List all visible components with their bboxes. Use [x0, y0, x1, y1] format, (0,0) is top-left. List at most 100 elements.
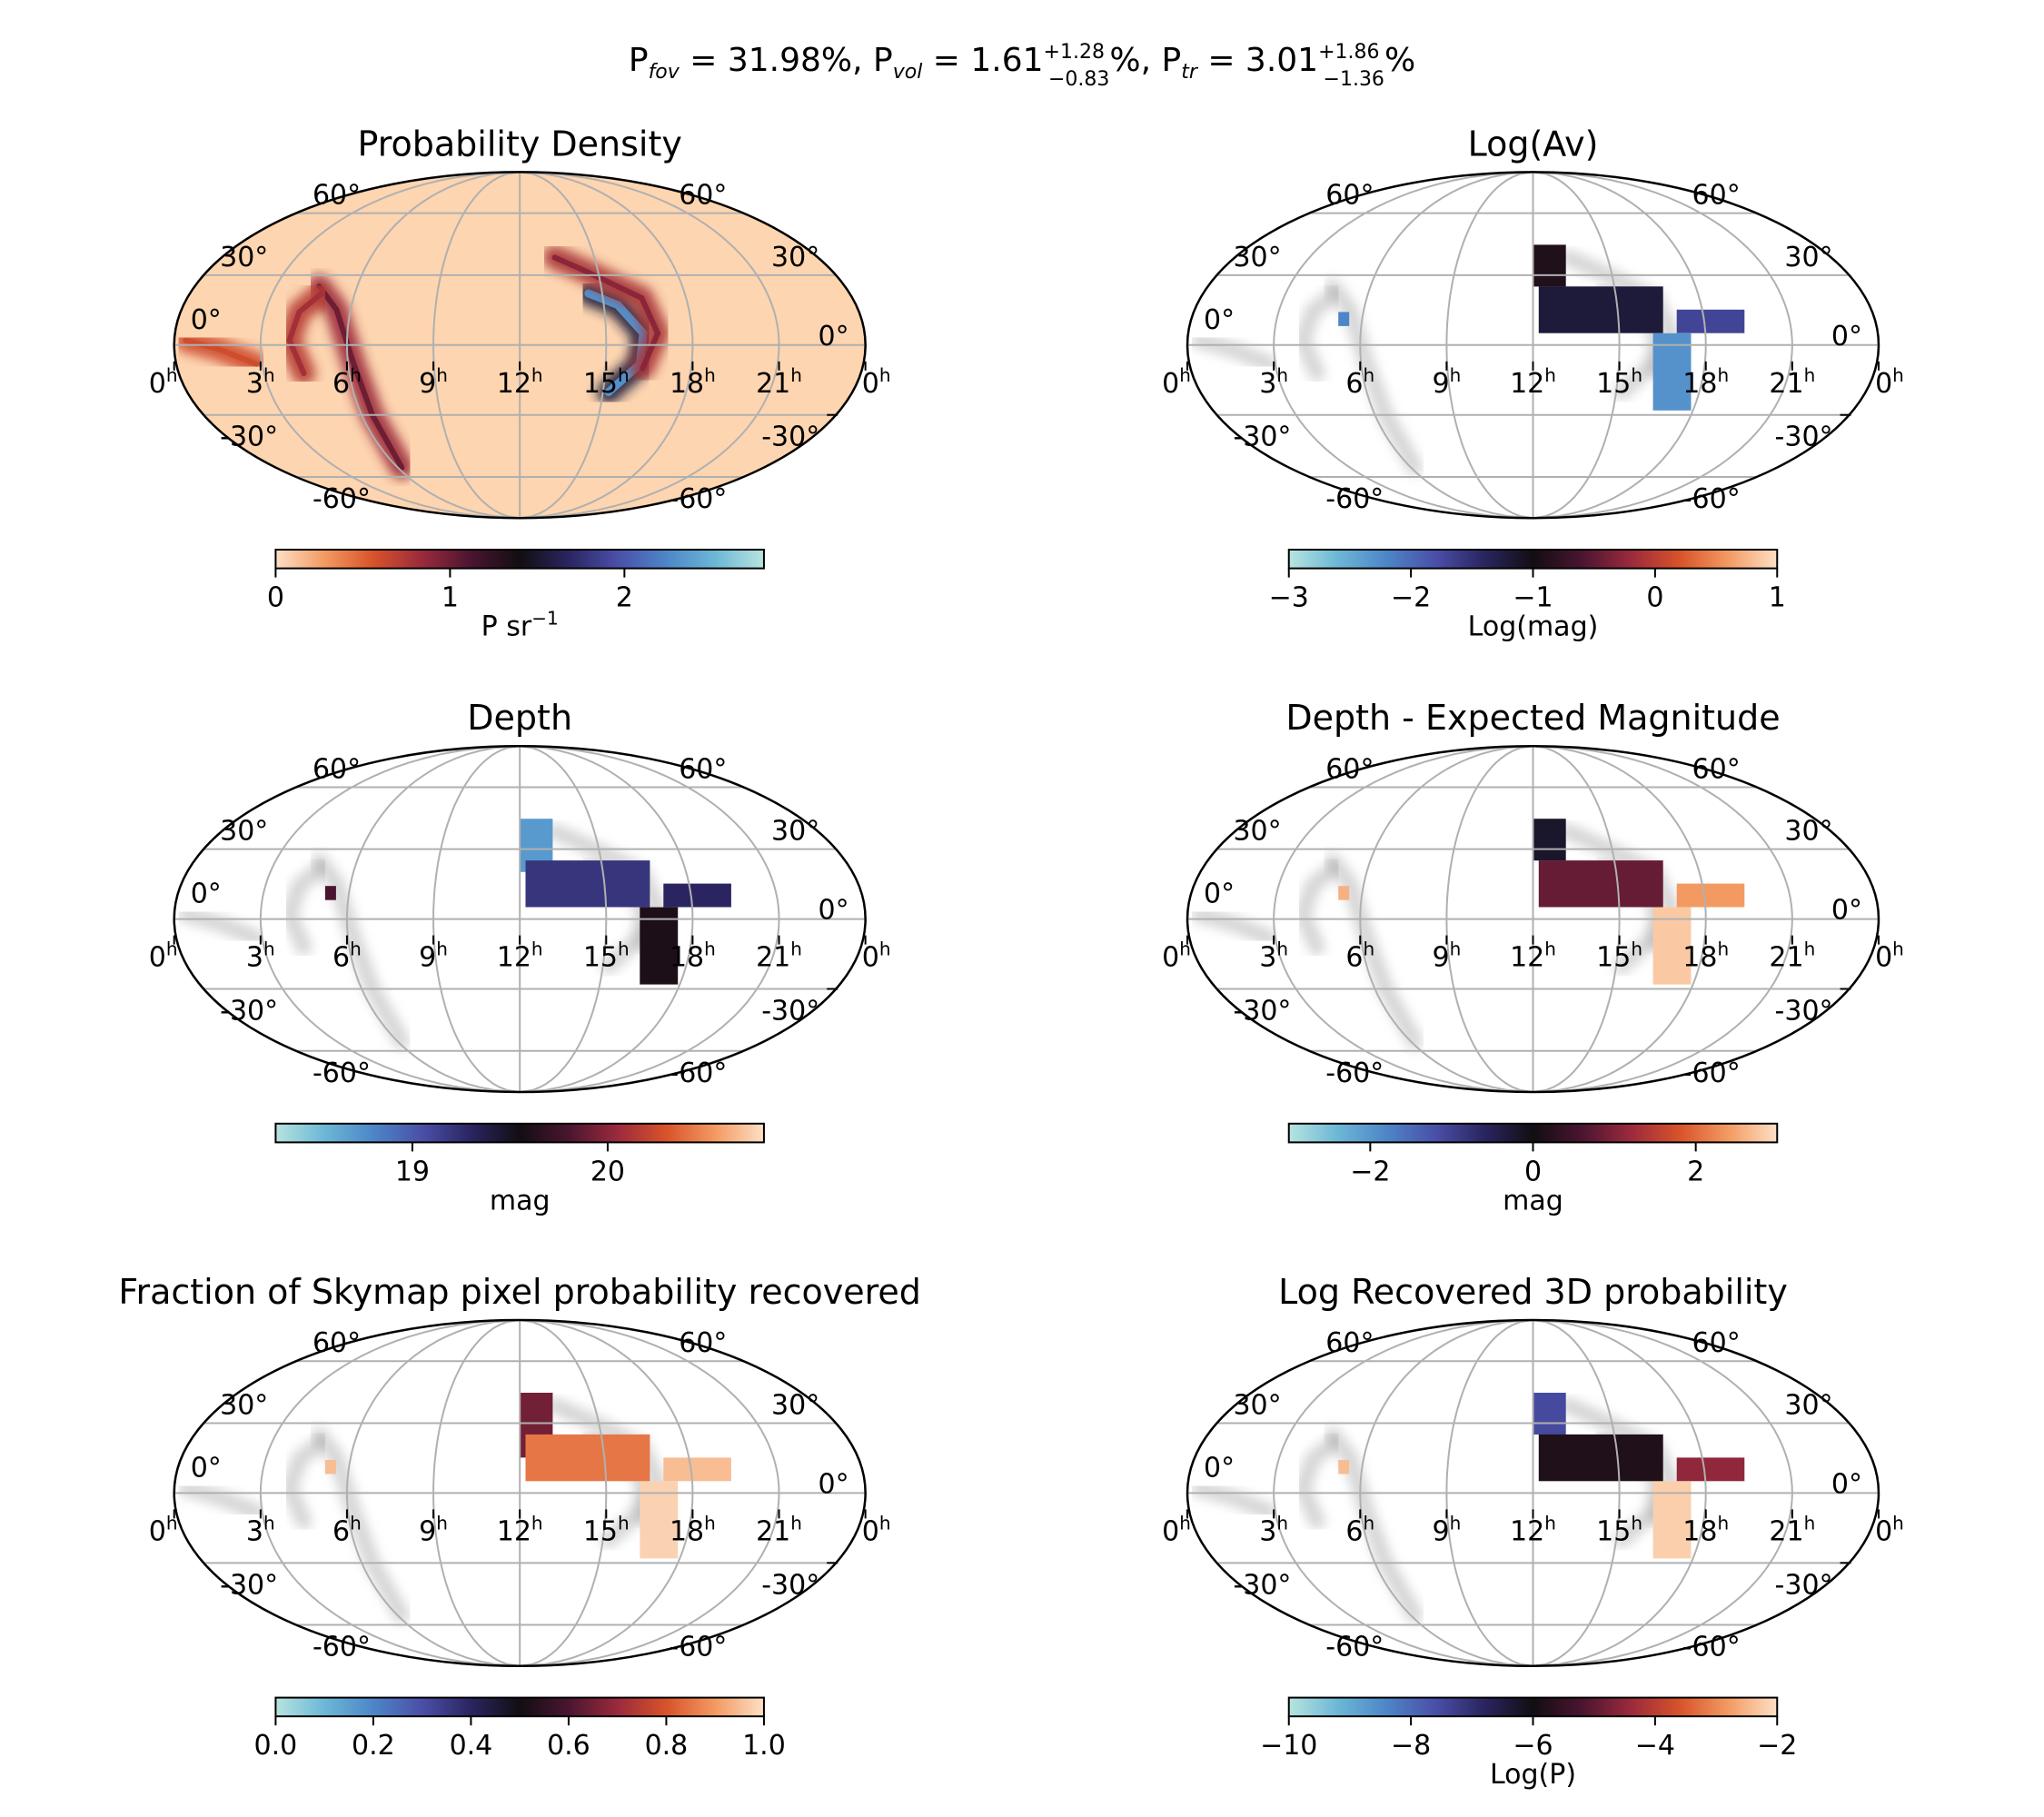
sky-border — [173, 1318, 867, 1668]
colorbar-tick-label: 2 — [1687, 1156, 1704, 1187]
ra-tick-label: 12h — [1510, 364, 1556, 400]
ra-tick-label: 15h — [1596, 938, 1642, 974]
dec-label-left: 0° — [1831, 1468, 1862, 1500]
dec-label-left: -60° — [1682, 1057, 1741, 1089]
dec-label-left: 60° — [679, 1327, 727, 1359]
skymap-shadow — [1294, 284, 1344, 382]
sky-border — [1186, 171, 1880, 520]
colorbar: 0.0 0.2 0.4 0.6 0.8 1.0 — [254, 1696, 786, 1762]
dec-label-left: 30° — [771, 816, 819, 848]
dec-label-left: -30° — [1775, 422, 1833, 453]
ra-tick-label: 15h — [1596, 1512, 1642, 1547]
ra-gridline — [1359, 171, 1533, 520]
colorbar-tick-label: 19 — [395, 1156, 430, 1187]
ra-gridline — [259, 171, 521, 520]
ra-tick-label: 6h — [332, 364, 362, 400]
ra-gridline — [259, 1319, 521, 1667]
ra-tick-label: 3h — [1259, 1512, 1288, 1547]
dec-label-right: -30° — [1233, 996, 1291, 1028]
tile-region — [640, 907, 679, 985]
tile-region — [1676, 1457, 1745, 1482]
panel-3: Depth 0h 21h 18h 15h 12h 9h 6h 3h 0h 60° 30° 0° -30° -… — [149, 698, 891, 1216]
colorbar-tick-label: −2 — [1350, 1156, 1390, 1187]
skymap-shadow — [280, 1433, 331, 1530]
dec-label-right: 60° — [313, 1327, 361, 1359]
ra-gridline — [1533, 745, 1707, 1093]
ra-gridline — [432, 171, 521, 520]
dec-label-left: 0° — [1831, 895, 1862, 927]
panel-title: Depth - Expected Magnitude — [1285, 698, 1780, 738]
skymap-shadow — [311, 1425, 411, 1624]
tile-region — [1533, 819, 1566, 861]
dec-label-left: 30° — [1784, 1389, 1832, 1421]
panel-title: Log(Av) — [1468, 124, 1599, 164]
dec-label-left: -60° — [669, 1632, 727, 1663]
ra-tick-label: 0h — [1162, 938, 1191, 974]
colorbar-tick-label: −2 — [1391, 582, 1431, 614]
ra-gridline — [520, 1319, 608, 1667]
panel-title: Probability Density — [357, 124, 681, 164]
colorbar: 19 20 mag — [274, 1122, 765, 1216]
ra-gridline — [520, 745, 780, 1093]
sky-border — [173, 744, 867, 1094]
ra-gridline — [259, 745, 521, 1093]
dec-label-left: 0° — [819, 1468, 849, 1500]
dec-label-right: -60° — [313, 1632, 371, 1663]
ra-gridline — [520, 171, 780, 520]
skymap-shadow — [1324, 1425, 1424, 1624]
sky-border — [1186, 744, 1880, 1094]
colorbar-tick-label: 0 — [267, 582, 284, 614]
panel-2: Log(Av) 0h 21h 18h 15h 12h 9h 6h 3h 0h 60° 30° 0° -30… — [1162, 124, 1904, 642]
dec-label-left: -30° — [761, 422, 819, 453]
dec-label-right: -30° — [220, 996, 278, 1028]
ra-gridline — [1445, 171, 1533, 520]
ra-gridline — [1359, 745, 1533, 1093]
tile-region — [324, 1460, 336, 1474]
tile-region — [324, 886, 336, 900]
skymap-shadow — [1324, 852, 1424, 1050]
tile-region — [1538, 1434, 1663, 1482]
ra-tick-label: 0h — [862, 364, 891, 400]
ra-tick-label: 18h — [1682, 1512, 1729, 1547]
ra-gridline — [1273, 745, 1533, 1093]
tile-region — [1338, 1460, 1350, 1474]
colorbar-tick-label: 0 — [1646, 582, 1663, 614]
dec-label-left: -30° — [1775, 996, 1833, 1028]
colorbar: −10 −8 −6 −4 −2 Log(P) — [1260, 1696, 1797, 1791]
ra-tick-label: 18h — [1682, 938, 1729, 974]
ra-gridline — [1533, 171, 1707, 520]
tile-region — [1652, 907, 1692, 985]
ra-tick-label: 9h — [419, 938, 448, 974]
dec-label-right: 30° — [220, 242, 268, 273]
colorbar-gradient — [1287, 1696, 1779, 1718]
dec-label-left: 60° — [1692, 1327, 1741, 1359]
ra-tick-label: 0h — [862, 1512, 891, 1547]
tile-region — [1338, 312, 1350, 326]
dec-label-right: -30° — [220, 422, 278, 453]
ra-tick-label: 0h — [149, 1512, 178, 1547]
dec-label-left: 30° — [771, 242, 819, 273]
ra-tick-label: 21h — [1769, 1512, 1815, 1547]
ra-tick-label: 12h — [1510, 1512, 1556, 1547]
dec-label-right: 0° — [1204, 1452, 1235, 1484]
ra-gridline — [1533, 171, 1621, 520]
ra-gridline — [1273, 1319, 1533, 1667]
ra-gridline — [1445, 745, 1533, 1093]
colorbar-label: Log(mag) — [1468, 611, 1599, 643]
dec-label-right: 30° — [1233, 1389, 1281, 1421]
dec-label-right: 0° — [191, 304, 222, 336]
skymap-shadow — [177, 1480, 265, 1521]
ra-tick-label: 3h — [246, 364, 275, 400]
tile-region — [525, 860, 650, 908]
probability-arc-core — [316, 283, 405, 471]
dec-label-right: -60° — [313, 483, 371, 515]
colorbar-label: Log(P) — [1490, 1759, 1576, 1791]
ra-tick-label: 18h — [1682, 364, 1729, 400]
ra-tick-label: 3h — [1259, 938, 1288, 974]
ra-tick-label: 6h — [332, 1512, 362, 1547]
ra-tick-label: 0h — [1875, 1512, 1904, 1547]
colorbar-tick-label: −8 — [1391, 1730, 1431, 1762]
dec-label-right: 0° — [1204, 879, 1235, 910]
tile-region — [1676, 883, 1745, 908]
skymap-shadow — [1190, 1480, 1278, 1521]
